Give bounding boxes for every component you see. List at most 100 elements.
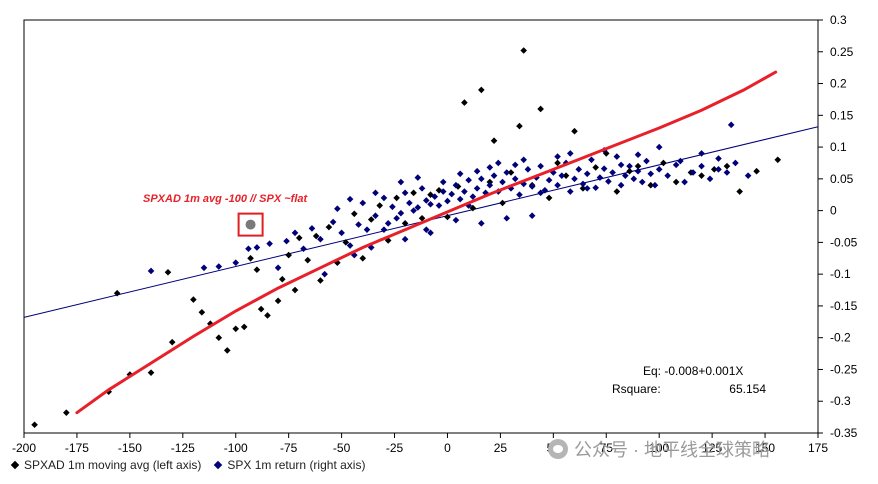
data-point bbox=[541, 186, 549, 194]
data-point bbox=[655, 166, 663, 173]
data-point bbox=[732, 159, 739, 167]
data-point bbox=[520, 180, 527, 188]
data-point bbox=[698, 150, 705, 157]
data-point bbox=[647, 170, 655, 178]
y-tick-label: 0.1 bbox=[830, 140, 847, 154]
data-point bbox=[503, 214, 511, 222]
wechat-icon bbox=[548, 439, 568, 459]
data-point bbox=[486, 181, 494, 189]
highlight-box bbox=[237, 212, 264, 237]
data-point bbox=[422, 197, 430, 204]
data-point bbox=[456, 170, 464, 178]
data-point bbox=[630, 175, 638, 183]
data-point bbox=[494, 159, 502, 167]
data-point bbox=[63, 409, 70, 416]
data-point bbox=[579, 180, 587, 188]
data-point bbox=[723, 162, 731, 170]
y-tick-label: -0.2 bbox=[830, 331, 851, 345]
data-point bbox=[397, 209, 405, 217]
data-point bbox=[469, 204, 477, 212]
data-point bbox=[558, 172, 566, 179]
data-point bbox=[253, 244, 261, 251]
data-point bbox=[681, 178, 688, 186]
data-point bbox=[660, 159, 667, 167]
annotations: SPXAD 1m avg -100 // SPX ~flat Eq: -0.00… bbox=[143, 193, 766, 396]
data-point bbox=[444, 197, 451, 205]
data-point bbox=[562, 172, 570, 179]
diamond-icon bbox=[214, 460, 223, 470]
data-point bbox=[664, 172, 671, 179]
data-point bbox=[308, 225, 316, 232]
data-point bbox=[473, 185, 481, 192]
y-axis: 0.3 0.25 0.2 0.15 0.1 0.05 0 -0.05 -0.1 -0.15 -0.2… bbox=[818, 13, 858, 440]
data-point bbox=[486, 164, 494, 171]
data-point bbox=[490, 137, 498, 145]
data-point bbox=[626, 162, 633, 170]
data-point bbox=[304, 256, 312, 264]
data-point bbox=[215, 263, 223, 270]
data-point bbox=[257, 305, 265, 313]
data-point bbox=[503, 169, 511, 176]
series-spx bbox=[147, 121, 752, 278]
data-point bbox=[334, 205, 341, 213]
diamond-icon bbox=[10, 460, 20, 470]
data-point bbox=[427, 200, 434, 208]
x-tick-label: 175 bbox=[808, 441, 828, 455]
data-point bbox=[317, 277, 324, 284]
data-point bbox=[600, 165, 608, 172]
data-point bbox=[507, 169, 515, 176]
x-tick-label: -100 bbox=[224, 441, 248, 455]
data-point bbox=[384, 220, 392, 227]
data-point bbox=[524, 166, 532, 173]
data-point bbox=[427, 229, 434, 237]
y-tick-label: -0.1 bbox=[830, 267, 851, 281]
data-point bbox=[431, 193, 439, 200]
data-point bbox=[626, 167, 633, 175]
data-point bbox=[634, 162, 642, 170]
data-point bbox=[232, 259, 240, 267]
data-point bbox=[528, 183, 536, 190]
data-point bbox=[638, 178, 646, 186]
data-point bbox=[672, 178, 680, 186]
data-point bbox=[410, 207, 417, 214]
data-point bbox=[215, 334, 223, 341]
data-point bbox=[274, 264, 282, 272]
data-point bbox=[329, 218, 337, 226]
data-point bbox=[359, 254, 367, 262]
curve-fit-line bbox=[75, 70, 778, 415]
data-point bbox=[647, 181, 655, 189]
data-point bbox=[698, 172, 705, 179]
y-tick-label: 0.3 bbox=[830, 13, 847, 27]
data-point bbox=[452, 216, 460, 224]
rsquare-value: 65.154 bbox=[729, 382, 766, 396]
data-point bbox=[367, 244, 375, 251]
data-point bbox=[321, 270, 328, 278]
data-point bbox=[351, 210, 358, 218]
data-point bbox=[744, 172, 752, 179]
data-point bbox=[736, 188, 743, 195]
data-point bbox=[715, 155, 722, 162]
data-point bbox=[325, 223, 333, 231]
data-point bbox=[473, 167, 481, 175]
y-tick-label: -0.15 bbox=[830, 299, 858, 313]
x-tick-label: -25 bbox=[386, 441, 404, 455]
data-point bbox=[490, 172, 498, 179]
legend: SPXAD 1m moving avg (left axis) SPX 1m r… bbox=[10, 458, 365, 472]
series-layer bbox=[31, 47, 782, 429]
data-point bbox=[401, 189, 409, 197]
data-point bbox=[456, 195, 464, 203]
data-point bbox=[439, 188, 447, 195]
data-point bbox=[698, 162, 705, 170]
data-point bbox=[317, 235, 324, 243]
data-point bbox=[571, 127, 578, 135]
y-tick-label: -0.3 bbox=[830, 394, 851, 408]
data-point bbox=[147, 369, 155, 376]
data-point bbox=[300, 245, 307, 253]
data-point bbox=[545, 176, 553, 184]
data-point bbox=[401, 235, 409, 243]
data-point bbox=[689, 169, 697, 176]
data-point bbox=[200, 264, 208, 272]
data-point bbox=[753, 167, 760, 175]
equation-label: Eq: -0.008+0.001X bbox=[643, 364, 743, 378]
watermark: 公众号 · 地平线全球策略 bbox=[548, 436, 770, 462]
